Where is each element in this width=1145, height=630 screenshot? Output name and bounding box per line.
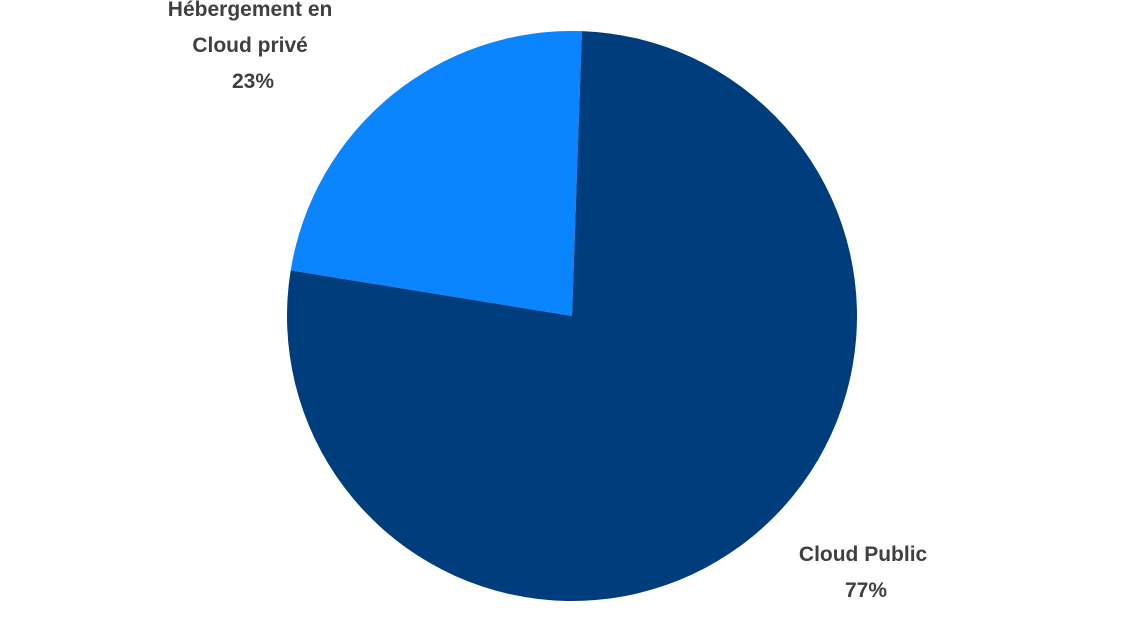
pie-slice-cloud-public	[287, 31, 858, 601]
slice-label-cloud-prive-line-2: Cloud privé	[192, 34, 308, 57]
slice-value-cloud-public: 77%	[845, 579, 887, 602]
slice-label-cloud-prive: Hébergement en Cloud privé 23%	[168, 0, 338, 93]
slice-label-cloud-prive-line-1: Hébergement en	[168, 0, 333, 21]
slice-label-cloud-public-line-1: Cloud Public	[799, 543, 928, 566]
pie-slice-cloud-prive	[290, 30, 582, 316]
slice-value-cloud-prive: 23%	[232, 70, 274, 93]
slice-label-cloud-public: Cloud Public 77%	[799, 543, 933, 602]
pie-slices	[287, 30, 858, 601]
